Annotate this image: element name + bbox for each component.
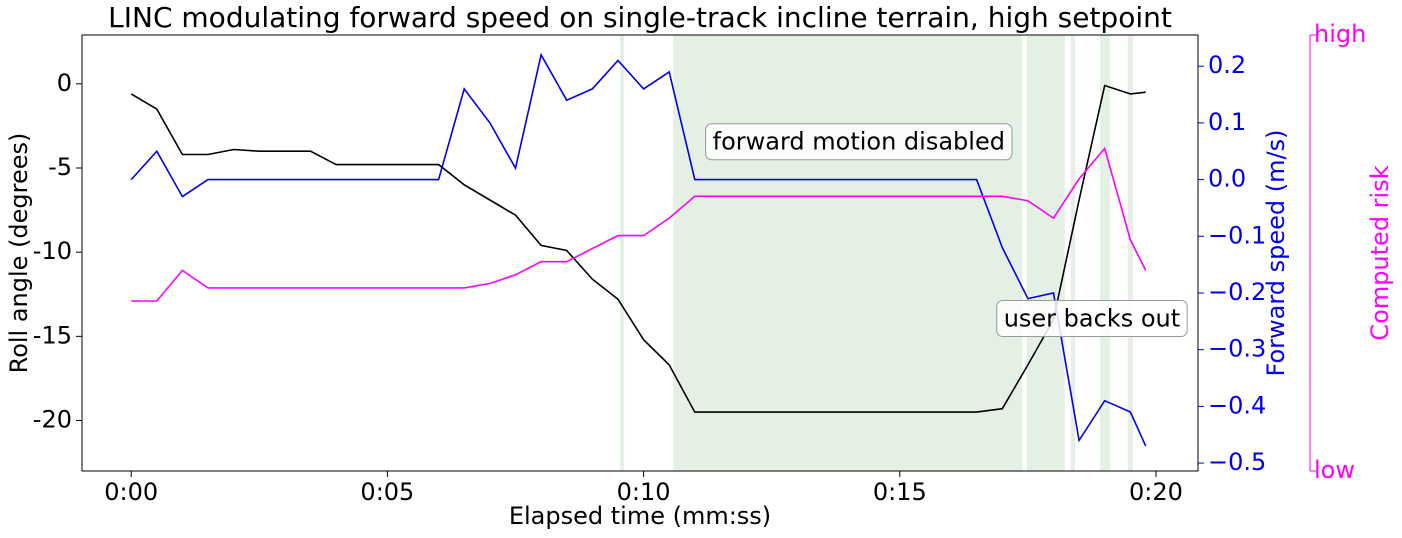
y-tick-label: -10 [33, 237, 72, 265]
y2-axis-label: Forward speed (m/s) [1262, 130, 1290, 377]
shaded-span [1127, 35, 1133, 471]
x-tick-label: 0:10 [617, 478, 671, 506]
series-line [130, 84, 1146, 413]
shaded-span [1026, 35, 1065, 471]
y3-axis-label: Computed risk [1366, 165, 1394, 340]
y3-tick-label: low [1314, 456, 1355, 484]
y2-tick-label: −0.2 [1208, 278, 1266, 306]
y2-tick-label: 0.2 [1208, 51, 1246, 79]
series-line [131, 146, 1147, 302]
y3-tick-label: high [1314, 20, 1366, 48]
y-tick-label: 0 [57, 69, 72, 97]
y2-tick-label: −0.5 [1208, 448, 1266, 476]
y-axis-label: Roll angle (degrees) [5, 133, 33, 374]
x-axis-label: Elapsed time (mm:ss) [509, 502, 771, 530]
series-line [130, 52, 1147, 447]
annotation-box [996, 299, 1188, 337]
annotation-text: forward motion disabled [713, 128, 1005, 156]
y2-tick-label: −0.1 [1208, 221, 1266, 249]
y-tick-label: -15 [33, 321, 72, 349]
chart-title: LINC modulating forward speed on single-… [108, 1, 1172, 34]
shaded-span [1100, 35, 1110, 471]
plot-frame [81, 34, 1199, 472]
shaded-span [673, 35, 1023, 471]
shaded-span [620, 35, 625, 471]
x-tick-label: 0:00 [104, 478, 158, 506]
y2-tick-label: 0.0 [1208, 165, 1246, 193]
y2-tick-label: 0.1 [1208, 108, 1246, 136]
annotation-text: user backs out [1004, 304, 1180, 332]
x-tick-label: 0:05 [360, 478, 414, 506]
y2-tick-label: −0.3 [1208, 335, 1266, 363]
annotation-box [705, 123, 1013, 161]
y-tick-label: -5 [48, 153, 72, 181]
annotation: forward motion disabled [705, 123, 1013, 161]
y2-tick-label: −0.4 [1208, 391, 1266, 419]
x-tick-label: 0:20 [1129, 478, 1183, 506]
x-tick-label: 0:15 [873, 478, 927, 506]
annotation: user backs out [996, 299, 1188, 337]
shaded-span [1070, 35, 1076, 471]
y-tick-label: -20 [33, 405, 72, 433]
